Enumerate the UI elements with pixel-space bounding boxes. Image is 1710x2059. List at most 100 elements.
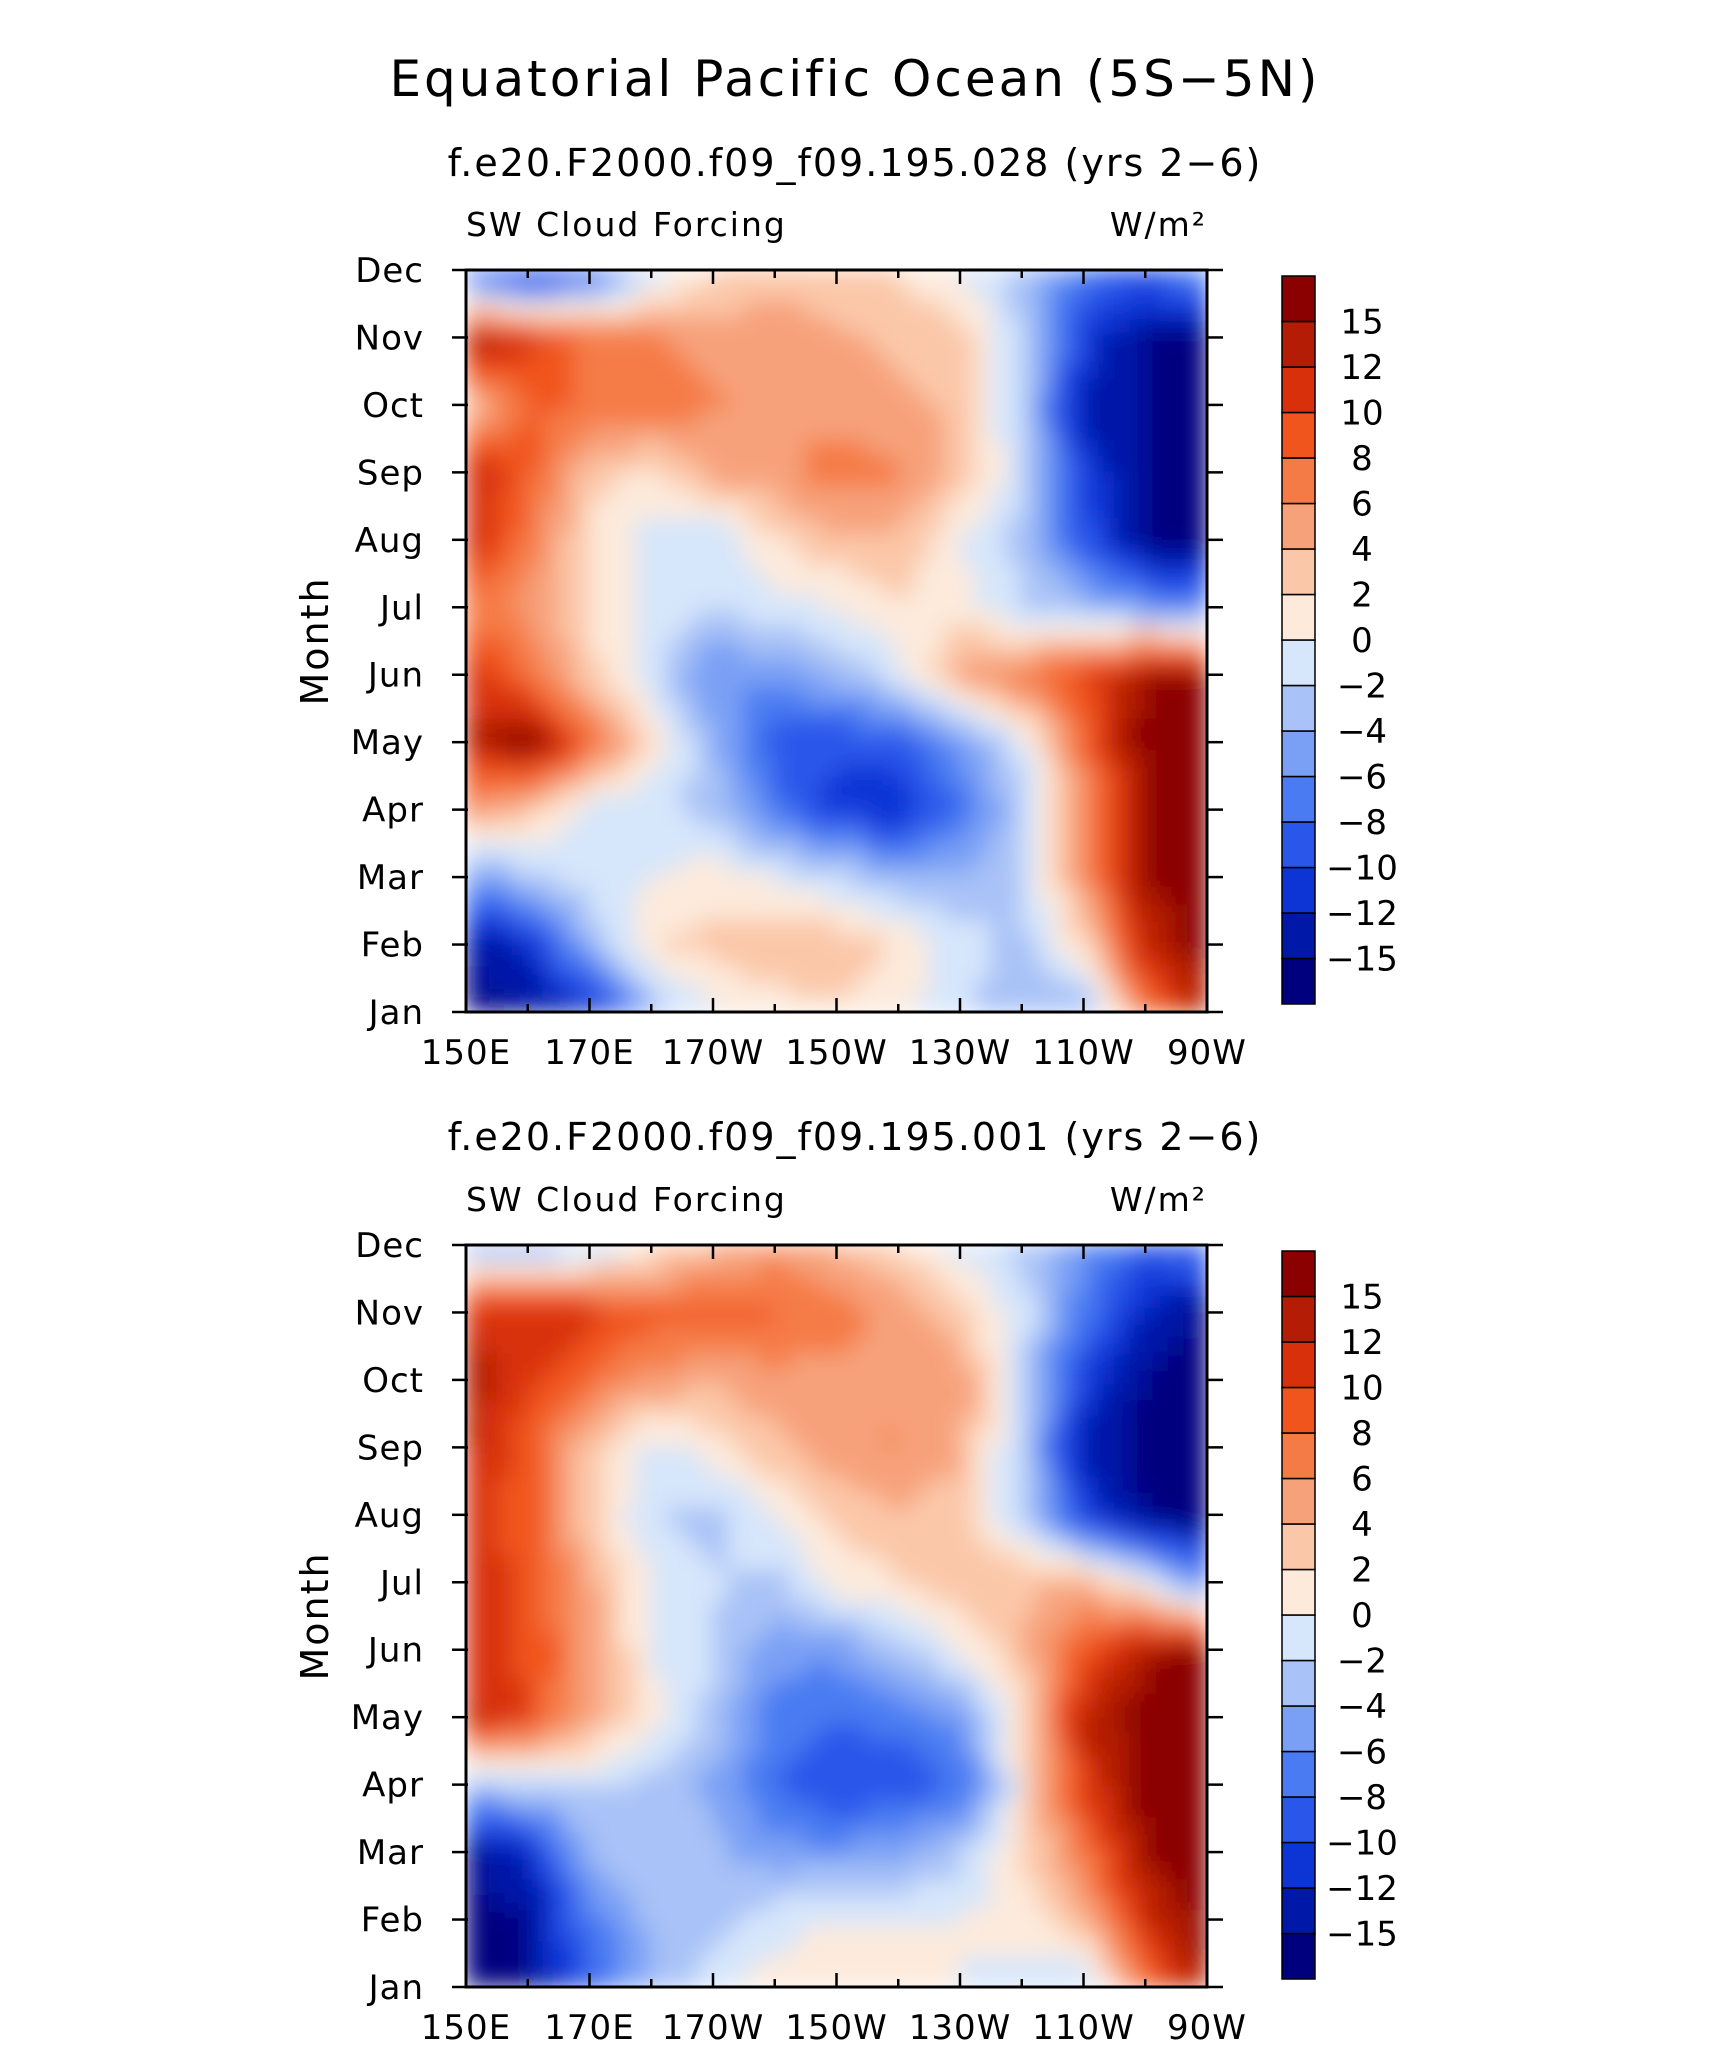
heatmap-cell [1052, 1275, 1069, 1292]
heatmap-cell [836, 300, 853, 317]
heatmap-cell [758, 1491, 776, 1509]
heatmap-cell [511, 717, 529, 735]
heatmap-cell [697, 903, 714, 920]
heatmap-cell [990, 625, 1007, 642]
heatmap-cell [635, 1955, 652, 1973]
heatmap-cell [1129, 1785, 1146, 1802]
heatmap-cell [1098, 856, 1115, 874]
heatmap-cell [712, 795, 729, 812]
heatmap-cell [851, 1383, 868, 1401]
heatmap-cell [697, 470, 714, 487]
heatmap-cell [836, 1414, 853, 1431]
heatmap-cell [511, 1785, 529, 1802]
heatmap-cell [666, 578, 683, 596]
heatmap-cell [882, 424, 899, 441]
heatmap-cell [820, 949, 837, 967]
heatmap-cell [666, 810, 683, 827]
heatmap-cell [1113, 1739, 1131, 1756]
heatmap-cell [959, 424, 976, 441]
heatmap-cell [774, 980, 791, 998]
heatmap-cell [1144, 547, 1162, 565]
heatmap-cell [882, 1522, 899, 1540]
heatmap-cell [944, 1259, 961, 1277]
heatmap-cell [666, 1507, 683, 1524]
heatmap-cell [1021, 563, 1038, 580]
heatmap-cell [820, 934, 837, 951]
heatmap-cell [974, 1352, 992, 1370]
heatmap-cell [619, 1801, 637, 1818]
heatmap-cell [851, 485, 868, 503]
heatmap-cell [542, 717, 560, 735]
heatmap-cell [650, 655, 668, 673]
heatmap-cell [820, 841, 837, 858]
heatmap-cell [1067, 764, 1084, 781]
heatmap-cell [712, 1430, 729, 1447]
heatmap-cell [619, 1600, 637, 1617]
heatmap-cell [928, 1677, 946, 1694]
heatmap-cell [697, 826, 714, 843]
heatmap-cell [1113, 1553, 1131, 1571]
heatmap-cell [1005, 470, 1023, 487]
heatmap-cell [589, 872, 606, 889]
heatmap-cell [851, 1630, 868, 1648]
heatmap-cell [774, 1723, 791, 1741]
heatmap-cell [820, 1290, 837, 1308]
heatmap-cell [712, 1924, 729, 1942]
heatmap-cell [758, 733, 776, 750]
heatmap-cell [573, 1460, 590, 1478]
heatmap-cell [727, 1321, 745, 1339]
heatmap-cell [959, 1569, 976, 1586]
heatmap-cell [1067, 1245, 1084, 1261]
heatmap-cell [496, 717, 513, 735]
heatmap-cell [496, 733, 513, 750]
heatmap-cell [727, 1290, 745, 1308]
heatmap-cell [820, 1847, 837, 1864]
heatmap-cell [758, 1584, 776, 1602]
heatmap-cell [743, 1924, 760, 1942]
heatmap-cell [496, 949, 513, 967]
heatmap-cell [882, 1971, 899, 1987]
heatmap-cell [542, 1522, 560, 1540]
heatmap-cell [558, 1955, 575, 1973]
heatmap-cell [1036, 980, 1054, 998]
heatmap-cell [1021, 501, 1038, 518]
heatmap-cell [496, 1801, 513, 1818]
heatmap-cell [866, 1569, 884, 1586]
heatmap-cell [480, 1785, 498, 1802]
heatmap-cell [820, 640, 837, 657]
heatmap-cell [604, 1430, 621, 1447]
heatmap-cell [666, 594, 683, 611]
heatmap-cell [882, 1940, 899, 1957]
heatmap-cell [1191, 1723, 1207, 1741]
heatmap-cell [511, 934, 529, 951]
heatmap-cell [573, 1245, 590, 1261]
heatmap-cell [542, 1337, 560, 1354]
heatmap-cell [1052, 284, 1069, 302]
heatmap-cell [1144, 284, 1162, 302]
heatmap-cell [959, 1646, 976, 1663]
heatmap-cell [897, 625, 915, 642]
heatmap-cell [558, 1491, 575, 1509]
heatmap-cell [589, 1692, 606, 1710]
heatmap-cell [496, 826, 513, 843]
heatmap-cell [511, 331, 529, 348]
heatmap-cell [727, 315, 745, 333]
heatmap-cell [1175, 810, 1193, 827]
heatmap-cell [635, 1584, 652, 1602]
heatmap-cell [1005, 841, 1023, 858]
heatmap-cell [1021, 686, 1038, 704]
heatmap-cell [1144, 1584, 1162, 1602]
heatmap-cell [944, 996, 961, 1012]
heatmap-cell [1191, 300, 1207, 317]
heatmap-cell [1098, 625, 1115, 642]
heatmap-cell [635, 1321, 652, 1339]
heatmap-cell [466, 1460, 482, 1478]
heatmap-cell [1144, 1801, 1162, 1818]
heatmap-cell [604, 439, 621, 456]
heatmap-cell [681, 1383, 699, 1401]
heatmap-cell [743, 1739, 760, 1756]
heatmap-cell [1144, 1630, 1162, 1648]
heatmap-cell [697, 965, 714, 982]
heatmap-cell [604, 578, 621, 596]
heatmap-cell [573, 903, 590, 920]
